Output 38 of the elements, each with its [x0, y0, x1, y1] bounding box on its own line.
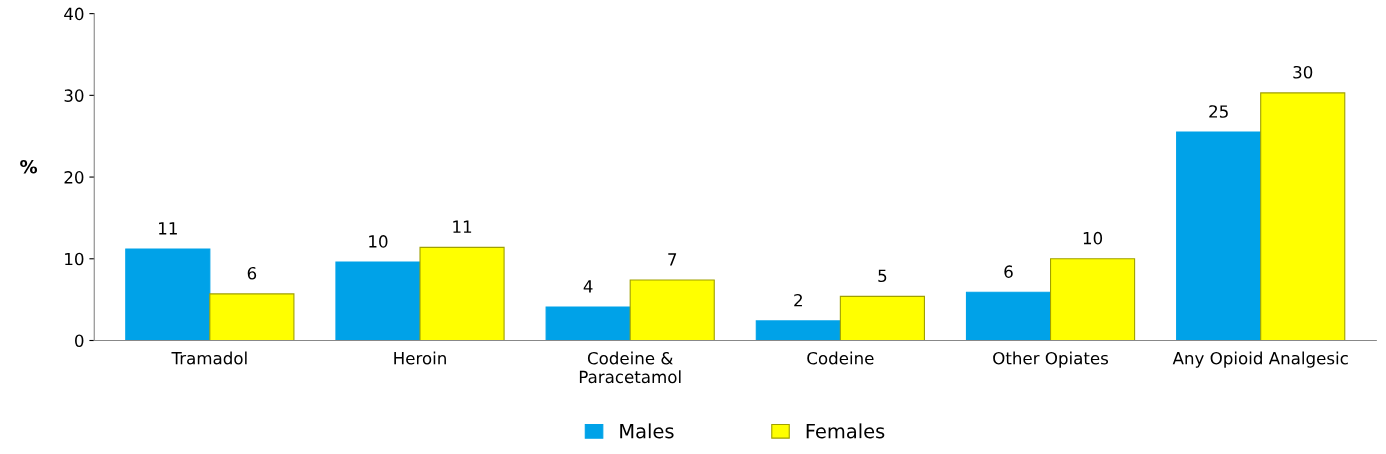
- bar: [335, 261, 421, 341]
- x-tick-label: Heroin: [394, 351, 446, 365]
- bar: [965, 291, 1052, 341]
- y-tick-label: 20: [64, 171, 84, 184]
- bar: [545, 306, 631, 341]
- y-tick-label: 40: [64, 7, 84, 21]
- y-tick-label: 0: [75, 334, 84, 348]
- bar: [629, 279, 715, 341]
- data-label: 10: [1083, 231, 1103, 245]
- data-label: 10: [369, 235, 388, 248]
- legend-label: Males: [620, 423, 674, 439]
- y-axis-title: %: [20, 159, 38, 174]
- y-tick-label: 30: [64, 89, 84, 102]
- x-tick-label: Other Opiates: [993, 351, 1109, 368]
- data-label: 6: [247, 266, 257, 280]
- data-label: 2: [794, 293, 802, 307]
- bar: [125, 248, 211, 341]
- data-label: 6: [1004, 265, 1013, 278]
- data-label: 25: [1209, 105, 1228, 118]
- bar: [209, 293, 295, 341]
- data-label: 5: [878, 269, 887, 283]
- bar: [839, 295, 925, 341]
- y-tick-label: 10: [65, 252, 84, 266]
- bar: [1260, 92, 1346, 341]
- data-label: 30: [1293, 65, 1313, 79]
- legend-label: Females: [806, 423, 885, 439]
- bar: [1049, 258, 1136, 341]
- x-tick-label: Codeine & Paracetamol: [579, 351, 681, 384]
- x-tick-label: Any Opioid Analgesic: [1172, 351, 1348, 368]
- data-label: 11: [453, 220, 472, 233]
- x-tick-label: Codeine: [807, 351, 874, 365]
- data-label: 11: [159, 222, 177, 235]
- x-tick-label: Tramadol: [171, 351, 247, 365]
- bar: [419, 246, 505, 341]
- data-label: 7: [668, 253, 677, 266]
- bar: [1176, 131, 1262, 341]
- bar: [755, 320, 841, 341]
- data-label: 4: [583, 280, 593, 293]
